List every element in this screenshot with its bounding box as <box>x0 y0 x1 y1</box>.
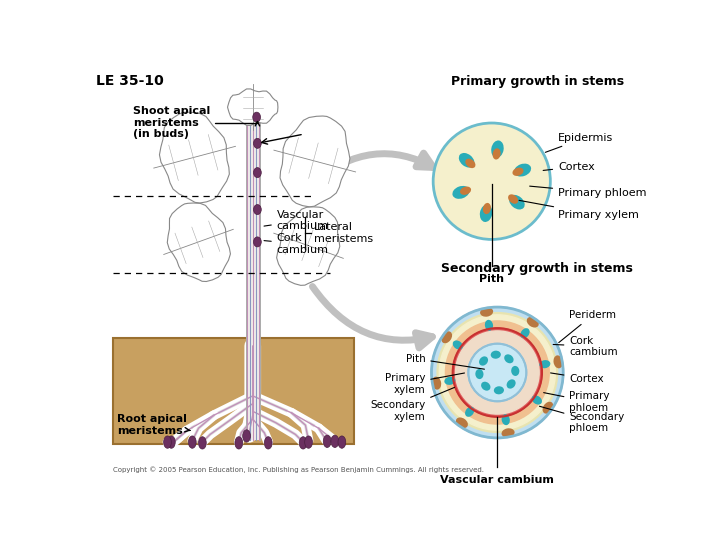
Polygon shape <box>280 116 350 207</box>
Ellipse shape <box>444 377 455 385</box>
Ellipse shape <box>305 436 312 448</box>
Ellipse shape <box>163 436 171 448</box>
Circle shape <box>446 321 549 424</box>
Text: Pith: Pith <box>480 274 504 284</box>
Ellipse shape <box>502 428 515 437</box>
Ellipse shape <box>481 382 490 390</box>
Circle shape <box>431 307 563 438</box>
Ellipse shape <box>456 417 468 428</box>
Circle shape <box>453 328 542 417</box>
Polygon shape <box>228 89 278 125</box>
Ellipse shape <box>253 167 261 178</box>
Text: Primary growth in stems: Primary growth in stems <box>451 76 624 89</box>
Circle shape <box>439 315 555 430</box>
Ellipse shape <box>441 332 452 343</box>
Text: Secondary
phloem: Secondary phloem <box>539 406 625 433</box>
FancyArrowPatch shape <box>313 153 433 183</box>
Ellipse shape <box>513 167 523 176</box>
Ellipse shape <box>502 414 510 425</box>
Ellipse shape <box>511 366 519 376</box>
Ellipse shape <box>491 140 504 158</box>
Ellipse shape <box>483 203 491 214</box>
Text: Root apical
meristems: Root apical meristems <box>117 414 190 436</box>
Circle shape <box>468 343 526 401</box>
Ellipse shape <box>480 205 492 222</box>
Ellipse shape <box>507 379 516 389</box>
Text: Vascular
cambium: Vascular cambium <box>264 210 329 231</box>
Ellipse shape <box>543 402 554 414</box>
Ellipse shape <box>479 356 488 366</box>
Circle shape <box>433 123 550 239</box>
Ellipse shape <box>465 407 474 417</box>
Ellipse shape <box>504 354 513 363</box>
Ellipse shape <box>460 186 471 195</box>
Ellipse shape <box>235 437 243 449</box>
Text: Cork
cambium: Cork cambium <box>264 233 329 255</box>
Ellipse shape <box>300 437 307 449</box>
Polygon shape <box>167 203 230 281</box>
Ellipse shape <box>508 194 518 204</box>
Ellipse shape <box>465 159 475 168</box>
Text: Copyright © 2005 Pearson Education, Inc. Publishing as Pearson Benjamin Cummings: Copyright © 2005 Pearson Education, Inc.… <box>113 466 485 473</box>
Text: Secondary growth in stems: Secondary growth in stems <box>441 262 634 275</box>
Ellipse shape <box>509 195 525 210</box>
Ellipse shape <box>532 395 542 404</box>
Polygon shape <box>159 112 230 203</box>
Text: Primary xylem: Primary xylem <box>519 200 639 220</box>
Ellipse shape <box>475 369 484 379</box>
Ellipse shape <box>453 340 463 349</box>
Ellipse shape <box>514 164 531 177</box>
FancyBboxPatch shape <box>113 338 354 444</box>
Ellipse shape <box>323 435 331 448</box>
Text: Cortex: Cortex <box>551 373 604 383</box>
Ellipse shape <box>168 436 175 448</box>
Text: Primary phloem: Primary phloem <box>530 186 647 198</box>
FancyBboxPatch shape <box>246 117 260 440</box>
Text: Primary
phloem: Primary phloem <box>544 391 610 413</box>
Text: Secondary
xylem: Secondary xylem <box>370 387 454 422</box>
Ellipse shape <box>338 436 346 448</box>
Circle shape <box>437 313 557 433</box>
Ellipse shape <box>452 186 469 199</box>
Ellipse shape <box>253 112 261 122</box>
Ellipse shape <box>485 320 493 330</box>
Circle shape <box>456 331 539 414</box>
Ellipse shape <box>199 437 206 449</box>
Text: Periderm: Periderm <box>559 310 616 342</box>
Ellipse shape <box>253 205 261 214</box>
Ellipse shape <box>494 386 504 394</box>
Ellipse shape <box>331 435 339 448</box>
Text: LE 35-10: LE 35-10 <box>96 74 164 88</box>
Ellipse shape <box>189 436 196 448</box>
Ellipse shape <box>480 307 493 317</box>
Ellipse shape <box>253 138 261 149</box>
Ellipse shape <box>264 437 272 449</box>
Ellipse shape <box>554 355 563 368</box>
Ellipse shape <box>527 317 539 328</box>
Text: Lateral
meristems: Lateral meristems <box>314 222 373 244</box>
Text: Primary
xylem: Primary xylem <box>384 373 464 395</box>
Text: Pith: Pith <box>405 354 485 369</box>
Ellipse shape <box>432 377 441 390</box>
FancyArrowPatch shape <box>312 287 433 348</box>
Ellipse shape <box>521 328 530 338</box>
Ellipse shape <box>243 430 251 442</box>
Ellipse shape <box>253 237 261 247</box>
Polygon shape <box>276 207 340 285</box>
Text: Shoot apical
meristems
(in buds): Shoot apical meristems (in buds) <box>132 106 260 139</box>
Ellipse shape <box>492 148 500 159</box>
Text: Cortex: Cortex <box>543 161 595 172</box>
Text: Epidermis: Epidermis <box>545 132 613 152</box>
Ellipse shape <box>491 350 501 359</box>
Ellipse shape <box>539 360 550 368</box>
Text: Cork
cambium: Cork cambium <box>553 335 618 357</box>
Ellipse shape <box>459 153 474 167</box>
Text: Vascular cambium: Vascular cambium <box>441 475 554 485</box>
